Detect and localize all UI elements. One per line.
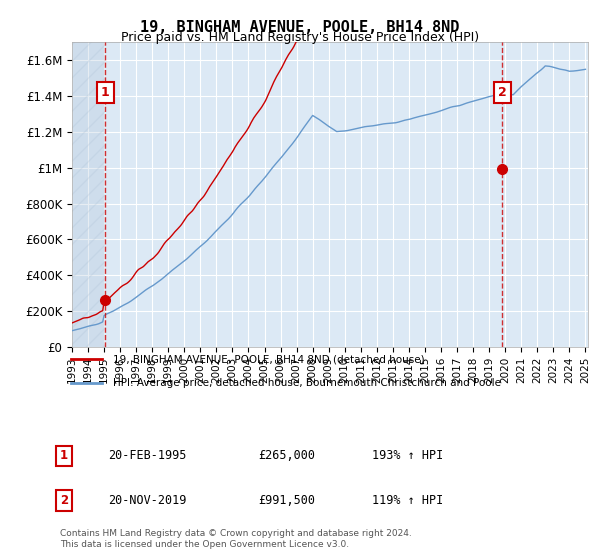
Text: 20-FEB-1995: 20-FEB-1995 [108,449,187,462]
Text: HPI: Average price, detached house, Bournemouth Christchurch and Poole: HPI: Average price, detached house, Bour… [113,378,501,388]
Text: 1: 1 [101,86,110,99]
Text: 20-NOV-2019: 20-NOV-2019 [108,494,187,507]
Text: 1: 1 [60,449,68,462]
Text: 193% ↑ HPI: 193% ↑ HPI [372,449,443,462]
Text: Contains HM Land Registry data © Crown copyright and database right 2024.
This d: Contains HM Land Registry data © Crown c… [60,529,412,549]
Bar [72,42,106,347]
Text: £265,000: £265,000 [258,449,315,462]
Text: £991,500: £991,500 [258,494,315,507]
Text: Price paid vs. HM Land Registry's House Price Index (HPI): Price paid vs. HM Land Registry's House … [121,31,479,44]
Text: 19, BINGHAM AVENUE, POOLE, BH14 8ND: 19, BINGHAM AVENUE, POOLE, BH14 8ND [140,20,460,35]
Text: 2: 2 [498,86,507,99]
Text: 2: 2 [60,494,68,507]
Text: 119% ↑ HPI: 119% ↑ HPI [372,494,443,507]
Text: 19, BINGHAM AVENUE, POOLE, BH14 8ND (detached house): 19, BINGHAM AVENUE, POOLE, BH14 8ND (det… [113,354,424,364]
